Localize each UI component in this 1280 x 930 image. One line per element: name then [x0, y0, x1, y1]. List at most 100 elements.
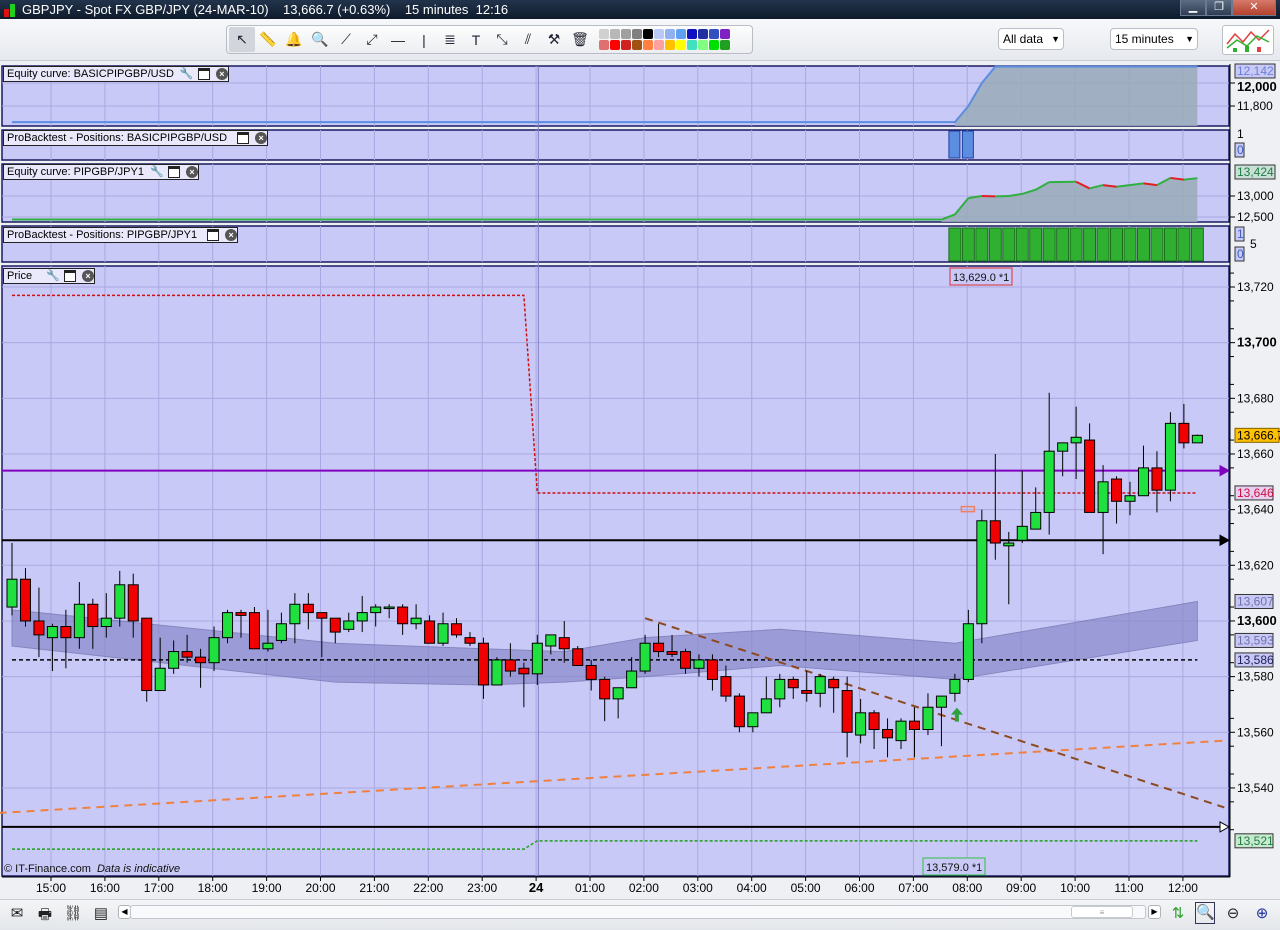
color-swatch[interactable] [698, 29, 708, 39]
color-swatch[interactable] [709, 29, 719, 39]
mail-icon[interactable]: ✉ [10, 905, 24, 922]
axis-tick-label: 13,540 [1237, 781, 1274, 795]
candle [154, 637, 166, 692]
color-swatch[interactable] [610, 40, 620, 50]
period-select[interactable]: All data ▼ [998, 28, 1064, 50]
chevron-down-icon: ▼ [1185, 34, 1194, 44]
color-swatch[interactable] [698, 40, 708, 50]
axis-tick-label: 13,700 [1237, 335, 1277, 350]
color-swatch[interactable] [599, 29, 609, 39]
wrench-icon[interactable]: 🔧 [46, 270, 60, 282]
line-arrow-icon [1219, 821, 1231, 833]
color-swatch[interactable] [621, 29, 631, 39]
close-panel-icon[interactable]: × [82, 270, 95, 282]
close-panel-icon[interactable]: × [215, 68, 228, 80]
color-swatch[interactable] [676, 40, 686, 50]
color-swatch[interactable] [654, 40, 664, 50]
color-swatch[interactable] [676, 29, 686, 39]
candle [33, 587, 45, 658]
color-swatch[interactable] [720, 40, 730, 50]
color-swatch[interactable] [643, 29, 653, 39]
trash-icon[interactable]: 🗑 [571, 31, 589, 47]
color-swatch[interactable] [610, 29, 620, 39]
time-tick-label: 22:00 [413, 881, 443, 895]
candle-body [208, 637, 220, 664]
candle [168, 640, 180, 674]
equity-curve-segment [1021, 188, 1037, 195]
segment-icon[interactable]: ⤢ [366, 31, 378, 47]
candle-body [154, 667, 166, 692]
close-button[interactable]: ✕ [1232, 0, 1276, 16]
vertical-line-icon[interactable]: | [422, 31, 426, 48]
orange-moving-average-line [0, 739, 1225, 814]
zoom-in-icon[interactable]: 🔍 [311, 31, 329, 47]
auto-zoom-icon[interactable]: 🔍 [1195, 902, 1215, 924]
wrench-icon[interactable]: 🔧 [179, 68, 194, 80]
axis-tick-label: 13,680 [1237, 391, 1274, 405]
channel-icon[interactable]: ⤡ [496, 31, 508, 47]
pointer-icon[interactable]: ↖ [229, 27, 255, 52]
color-swatch[interactable] [621, 40, 631, 50]
window-icon[interactable] [64, 270, 77, 282]
candle [895, 718, 907, 749]
wrench-icon[interactable]: 🔧 [149, 166, 164, 178]
color-swatch[interactable] [643, 40, 653, 50]
scroll-right-button[interactable]: ▶ [1148, 905, 1161, 919]
color-swatch[interactable] [709, 40, 719, 50]
zoom-out-icon[interactable]: ⊖ [1226, 905, 1240, 922]
close-panel-icon[interactable]: × [225, 229, 238, 241]
text-tool-icon[interactable]: T [471, 31, 481, 48]
window-icon[interactable] [207, 229, 220, 241]
minimize-button[interactable]: ▁ [1180, 0, 1206, 16]
candle-body [706, 659, 718, 680]
parallel-lines-icon[interactable]: ⫽ [524, 31, 532, 47]
close-panel-icon[interactable]: × [255, 132, 268, 144]
horizontal-line-icon[interactable]: — [391, 31, 405, 48]
time-axis[interactable] [0, 877, 1280, 899]
window-icon[interactable] [197, 68, 210, 80]
scrollbar-thumb[interactable]: ≡ [1071, 906, 1133, 918]
link-icon[interactable]: ⛓ [63, 905, 83, 922]
ruler-icon[interactable]: 📏 [259, 31, 277, 47]
time-tick-label: 05:00 [791, 881, 821, 895]
window-icon[interactable] [237, 132, 250, 144]
candle [100, 593, 112, 638]
position-bar [1150, 227, 1164, 262]
time-tick-label: 20:00 [305, 881, 335, 895]
color-swatch[interactable] [654, 29, 664, 39]
candle-body [962, 623, 974, 680]
zoom-in-icon[interactable]: ⊕ [1255, 905, 1269, 922]
chart-type-icon[interactable]: ⇅ [1171, 905, 1185, 922]
fibonacci-icon[interactable]: ≣ [444, 31, 456, 47]
candle-body [1084, 439, 1096, 513]
axis-value-tag-label: 13,586 [1237, 653, 1274, 667]
color-swatch[interactable] [687, 29, 697, 39]
alarm-bell-icon[interactable]: 🔔 [285, 31, 303, 47]
tools-icon[interactable]: ⚒ [547, 31, 561, 47]
trend-line-icon[interactable]: ⟋ [341, 31, 351, 47]
interval-select[interactable]: 15 minutes ▼ [1110, 28, 1198, 50]
close-panel-icon[interactable]: × [185, 166, 198, 178]
color-swatch[interactable] [720, 29, 730, 39]
color-swatch[interactable] [687, 40, 697, 50]
restore-button[interactable]: ❐ [1206, 0, 1232, 16]
candle-body [828, 678, 840, 689]
color-swatch[interactable] [665, 29, 675, 39]
color-swatch[interactable] [632, 40, 642, 50]
window-icon[interactable] [167, 166, 180, 178]
export-icon[interactable]: ▤ [93, 905, 109, 922]
color-swatch[interactable] [632, 29, 642, 39]
color-swatch[interactable] [599, 40, 609, 50]
candle [1003, 531, 1015, 605]
color-swatch[interactable] [665, 40, 675, 50]
candle [141, 617, 153, 702]
horizontal-scrollbar[interactable]: ≡ [130, 905, 1146, 919]
print-icon[interactable]: 🖶 [37, 906, 53, 923]
candle [248, 607, 260, 650]
price-axis[interactable] [1230, 62, 1280, 877]
candle-body [302, 603, 314, 614]
indicators-button[interactable] [1222, 25, 1274, 55]
candle [1151, 451, 1163, 513]
chart-area[interactable]: 13,629.0 *1 13,579.0 *1 12,142 0 13,424 1 0 13,… [0, 61, 1280, 899]
candle [882, 718, 894, 758]
